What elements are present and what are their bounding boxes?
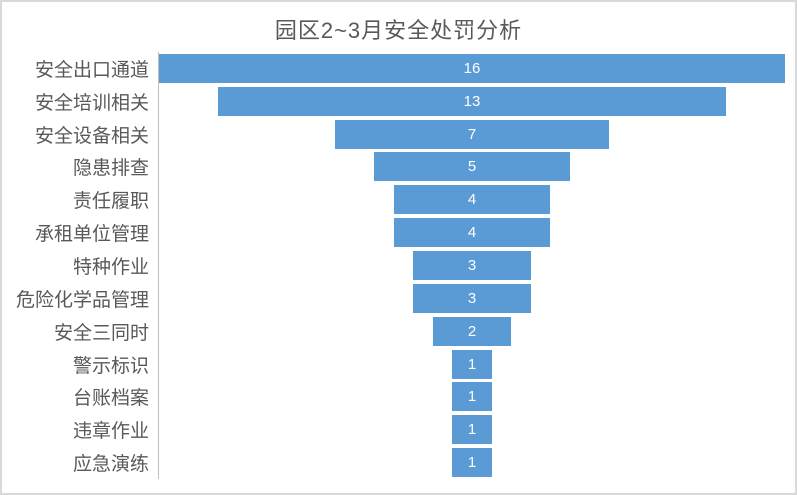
value-label: 7 bbox=[467, 125, 477, 143]
funnel-row: 安全三同时 2 bbox=[6, 314, 785, 348]
funnel-row: 应急演练 1 bbox=[6, 446, 785, 479]
funnel-rows: 安全出口通道 16 安全培训相关 13 安全设备相关 7 隐患排查 5 责任履职 4 承租单位管理 4… bbox=[6, 52, 785, 479]
category-label: 台账档案 bbox=[72, 388, 149, 410]
category-label: 安全设备相关 bbox=[34, 125, 149, 147]
category-label: 安全出口通道 bbox=[34, 59, 149, 81]
plot-area: 1 bbox=[158, 446, 785, 479]
value-label: 1 bbox=[467, 355, 477, 373]
value-label: 1 bbox=[467, 388, 477, 406]
funnel-row: 安全出口通道 16 bbox=[6, 52, 785, 85]
funnel-row: 特种作业 3 bbox=[6, 249, 785, 282]
funnel-row: 安全设备相关 7 bbox=[6, 117, 785, 151]
funnel-bar[interactable]: 16 bbox=[159, 53, 785, 83]
value-label: 1 bbox=[467, 454, 477, 472]
funnel-row: 台账档案 1 bbox=[6, 380, 785, 414]
plot-area: 16 bbox=[158, 52, 785, 85]
value-label: 16 bbox=[463, 59, 481, 77]
value-label: 2 bbox=[467, 322, 477, 340]
value-label: 4 bbox=[467, 191, 477, 209]
plot-area: 1 bbox=[158, 347, 785, 381]
category-label: 承租单位管理 bbox=[34, 224, 149, 246]
funnel-bar[interactable]: 4 bbox=[393, 185, 551, 215]
category-label: 危险化学品管理 bbox=[15, 289, 149, 311]
funnel-bar[interactable]: 3 bbox=[413, 283, 531, 313]
plot-area: 13 bbox=[158, 84, 785, 118]
plot-area: 1 bbox=[158, 380, 785, 414]
funnel-bar[interactable]: 3 bbox=[413, 250, 531, 280]
value-label: 1 bbox=[467, 421, 477, 439]
category-label: 责任履职 bbox=[72, 191, 149, 213]
plot-area: 3 bbox=[158, 249, 785, 282]
funnel-bar[interactable]: 1 bbox=[452, 448, 492, 478]
funnel-row: 责任履职 4 bbox=[6, 183, 785, 217]
category-label: 特种作业 bbox=[72, 256, 149, 278]
funnel-bar[interactable]: 7 bbox=[335, 119, 609, 149]
value-label: 5 bbox=[467, 158, 477, 176]
category-label: 违章作业 bbox=[72, 421, 149, 443]
plot-area: 4 bbox=[158, 183, 785, 217]
category-label: 安全三同时 bbox=[53, 322, 149, 344]
value-label: 3 bbox=[467, 289, 477, 307]
plot-area: 4 bbox=[158, 216, 785, 250]
value-label: 4 bbox=[467, 224, 477, 242]
chart-title: 园区2~3月安全处罚分析 bbox=[274, 18, 523, 43]
funnel-bar[interactable]: 1 bbox=[452, 415, 492, 445]
value-label: 13 bbox=[463, 92, 481, 110]
plot-area: 3 bbox=[158, 281, 785, 315]
plot-area: 5 bbox=[158, 150, 785, 184]
funnel-bar[interactable]: 4 bbox=[393, 218, 551, 248]
funnel-row: 违章作业 1 bbox=[6, 413, 785, 447]
funnel-row: 危险化学品管理 3 bbox=[6, 281, 785, 315]
funnel-bar[interactable]: 2 bbox=[432, 316, 512, 346]
funnel-bar[interactable]: 1 bbox=[452, 382, 492, 412]
category-label: 安全培训相关 bbox=[34, 92, 149, 114]
funnel-row: 安全培训相关 13 bbox=[6, 84, 785, 118]
plot-area: 7 bbox=[158, 117, 785, 151]
category-label: 隐患排查 bbox=[72, 158, 149, 180]
plot-area: 2 bbox=[158, 314, 785, 348]
funnel-row: 隐患排查 5 bbox=[6, 150, 785, 184]
plot-area: 1 bbox=[158, 413, 785, 447]
funnel-row: 警示标识 1 bbox=[6, 347, 785, 381]
funnel-bar[interactable]: 5 bbox=[374, 152, 570, 182]
category-label: 应急演练 bbox=[72, 454, 149, 476]
value-label: 3 bbox=[467, 256, 477, 274]
category-label: 警示标识 bbox=[72, 355, 149, 377]
funnel-row: 承租单位管理 4 bbox=[6, 216, 785, 250]
funnel-bar[interactable]: 1 bbox=[452, 349, 492, 379]
funnel-bar[interactable]: 13 bbox=[217, 86, 727, 116]
